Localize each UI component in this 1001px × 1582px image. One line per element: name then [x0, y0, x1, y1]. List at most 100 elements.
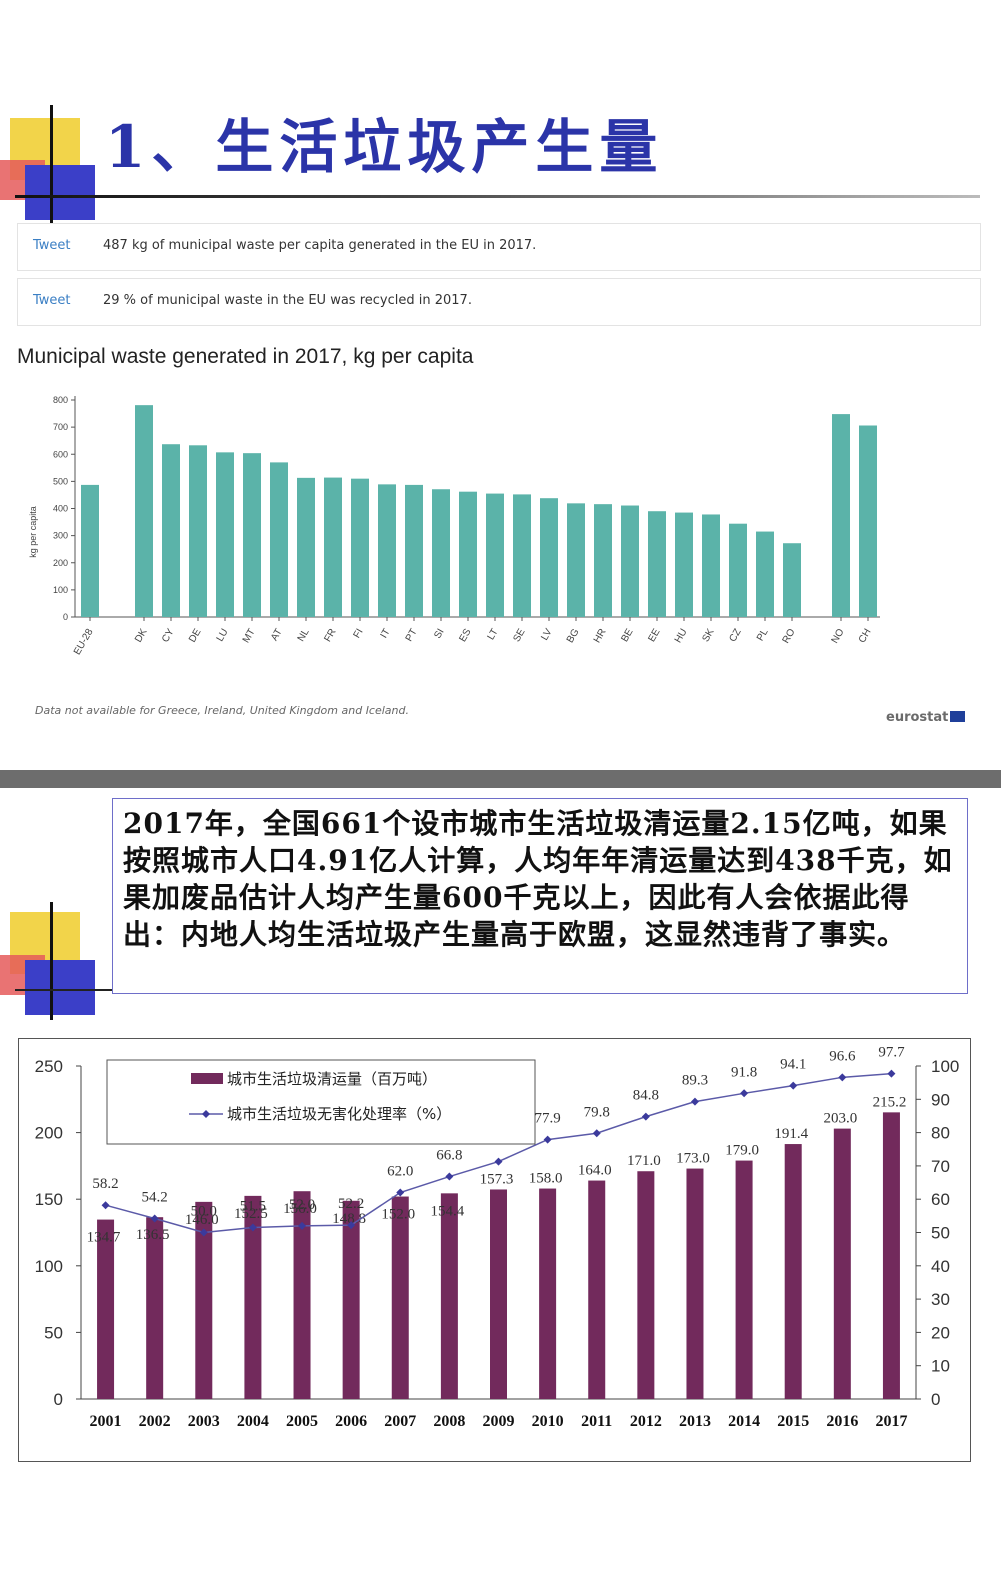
x-tick-label: NO: [830, 627, 847, 646]
bar-2013: [686, 1168, 704, 1399]
x-tick-label: DK: [133, 627, 150, 645]
bar-2008: [440, 1193, 458, 1399]
bar-value-label: 215.2: [873, 1094, 907, 1110]
bar-2010: [539, 1188, 557, 1399]
rate-value-label: 52.2: [338, 1196, 364, 1212]
bar-si: [432, 489, 450, 617]
right-tick-label: 90: [931, 1090, 950, 1109]
x-tick-label: HU: [673, 627, 690, 645]
tweet-link[interactable]: Tweet: [33, 293, 71, 308]
right-tick-label: 80: [931, 1124, 950, 1143]
x-tick-label: 2016: [826, 1413, 858, 1430]
decoration-horizontal-line: [15, 989, 115, 991]
bar-it: [378, 484, 396, 617]
x-tick-label: CY: [160, 627, 177, 645]
tweet-box-2: Tweet 29 % of municipal waste in the EU …: [17, 278, 981, 326]
x-tick-label: FR: [322, 627, 338, 644]
bar-value-label: 179.0: [725, 1143, 759, 1159]
left-tick-label: 50: [44, 1323, 63, 1342]
right-tick-label: 10: [931, 1357, 950, 1376]
rate-point: [298, 1221, 307, 1230]
bar-2006: [342, 1200, 360, 1399]
right-tick-label: 0: [931, 1390, 940, 1409]
x-tick-label: CH: [857, 627, 874, 645]
bar-dk: [135, 405, 153, 617]
left-tick-label: 150: [35, 1190, 63, 1209]
slide-separator: [0, 770, 1001, 788]
tweet-link[interactable]: Tweet: [33, 238, 71, 253]
rate-point: [887, 1069, 896, 1078]
bar-lt: [486, 493, 504, 617]
decoration-blue-square: [25, 165, 95, 220]
rate-value-label: 50.0: [191, 1204, 217, 1220]
x-tick-label: BE: [619, 627, 635, 644]
right-tick-label: 50: [931, 1224, 950, 1243]
rate-point: [641, 1112, 650, 1121]
x-tick-label: DE: [187, 627, 204, 645]
bar-sk: [702, 514, 720, 617]
bar-lu: [216, 452, 234, 617]
bar-se: [513, 494, 531, 617]
page-title: 1、生活垃圾产生量: [105, 113, 664, 181]
x-tick-label: EU-28: [72, 627, 96, 657]
rate-value-label: 89.3: [682, 1073, 708, 1089]
x-tick-label: ES: [457, 627, 473, 644]
y-tick-label: 400: [53, 504, 68, 514]
bar-mt: [243, 453, 261, 617]
rate-value-label: 77.9: [534, 1111, 560, 1127]
bar-2003: [195, 1201, 213, 1399]
china-chart-frame: 0 50 100 150 200 250 0 10 20 30 40 50 60 70 80 90 100 134…: [18, 1038, 971, 1462]
x-tick-label: MT: [241, 627, 258, 645]
bar-nl: [297, 477, 315, 617]
rate-value-label: 97.7: [878, 1045, 905, 1061]
bar-lv: [540, 498, 558, 617]
data-note: Data not available for Greece, Ireland, …: [35, 704, 409, 717]
bar-2002: [146, 1217, 164, 1399]
x-tick-label: 2006: [335, 1413, 367, 1430]
bar-2015: [784, 1144, 802, 1399]
right-tick-label: 60: [931, 1190, 950, 1209]
bar-ch: [859, 425, 877, 617]
x-tick-label: 2002: [139, 1413, 171, 1430]
bar-2012: [637, 1171, 655, 1399]
x-tick-label: 2007: [384, 1413, 416, 1430]
bar-value-label: 134.7: [87, 1230, 121, 1246]
bar-value-label: 154.4: [431, 1203, 465, 1219]
rate-value-label: 94.1: [780, 1057, 806, 1073]
legend-label-bar: 城市生活垃圾清运量（百万吨）: [227, 1070, 437, 1088]
bar-value-label: 146.0: [185, 1212, 219, 1228]
bar-2011: [588, 1180, 606, 1399]
eu-chart-title: Municipal waste generated in 2017, kg pe…: [17, 345, 474, 368]
legend-box: [106, 1059, 536, 1145]
x-tick-label: RO: [781, 627, 798, 646]
y-tick-label: 800: [53, 395, 68, 405]
y-tick-label: 0: [63, 612, 68, 622]
x-tick-label: 2008: [433, 1413, 465, 1430]
x-tick-label: SE: [511, 627, 527, 644]
eurostat-logo: eurostat: [886, 710, 966, 725]
bar-2009: [490, 1189, 507, 1399]
bar-2014: [735, 1160, 753, 1399]
legend-label-line: 城市生活垃圾无害化处理率（%）: [227, 1105, 451, 1123]
bar-value-label: 164.0: [578, 1163, 612, 1179]
x-tick-label: 2010: [532, 1413, 564, 1430]
rate-point: [543, 1135, 552, 1144]
x-tick-label: HR: [592, 627, 609, 645]
right-tick-label: 100: [931, 1057, 959, 1076]
bar-cz: [729, 523, 747, 617]
rate-point: [838, 1073, 847, 1082]
bar-value-label: 136.5: [136, 1227, 170, 1243]
right-tick-label: 40: [931, 1257, 950, 1276]
rate-point: [347, 1221, 356, 1230]
right-tick-label: 70: [931, 1157, 950, 1176]
bar-2004: [244, 1195, 262, 1399]
bar-eu-28: [81, 484, 99, 617]
left-tick-label: 250: [35, 1057, 63, 1076]
tweet-text: 29 % of municipal waste in the EU was re…: [103, 293, 472, 308]
y-tick-label: 500: [53, 476, 68, 486]
bar-pl: [756, 531, 774, 617]
bar-be: [621, 505, 639, 617]
x-tick-label: NL: [296, 627, 312, 644]
slide-china-waste: 2017年，全国661个设市城市生活垃圾清运量2.15亿吨，如果按照城市人口4.…: [0, 790, 1001, 1582]
rate-value-label: 54.2: [142, 1190, 168, 1206]
